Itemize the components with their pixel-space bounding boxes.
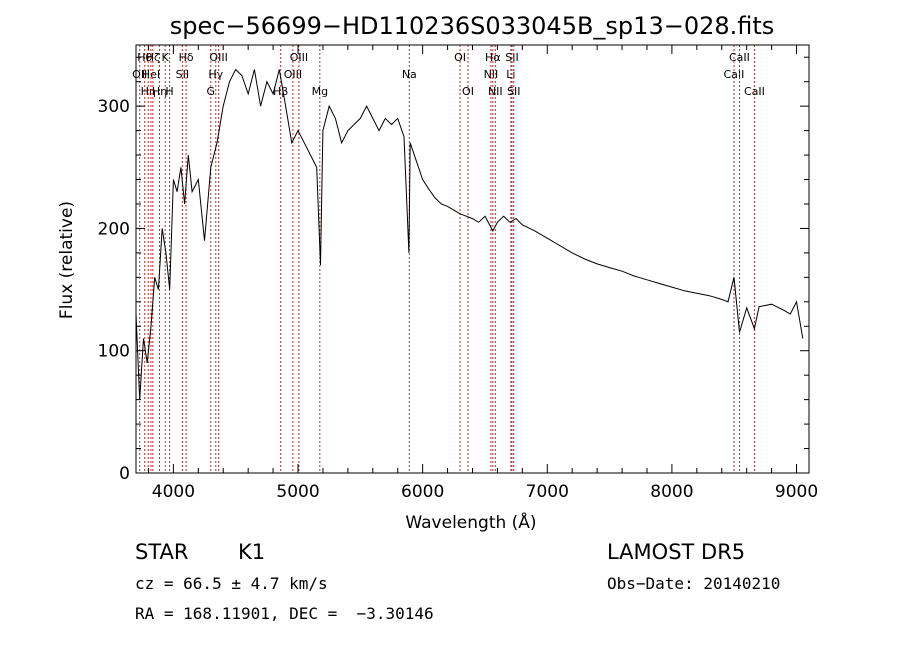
line-marker-label-17: Na xyxy=(402,68,417,81)
line-marker-label-11: Hγ xyxy=(208,68,223,81)
ra-dec: RA = 168.11901, DEC = −3.30146 xyxy=(135,604,434,623)
line-marker-label-15: OIII xyxy=(290,51,308,64)
line-marker-label-20: NII xyxy=(484,68,499,81)
y-axis-ticks: 0 100 200 300 xyxy=(98,56,809,484)
line-marker-label-14: OIII xyxy=(284,68,302,81)
line-marker-label-5: Hη xyxy=(152,85,167,98)
x-tick-label-2: 6000 xyxy=(401,482,444,502)
x-tick-label-3: 7000 xyxy=(526,482,569,502)
line-marker-label-2: Hη xyxy=(141,85,156,98)
redshift-cz: cz = 66.5 ± 4.7 km/s xyxy=(135,574,328,593)
line-marker-label-25: SII xyxy=(507,85,520,98)
line-marker-label-24: SII xyxy=(505,51,518,64)
line-marker-label-12: OIII xyxy=(209,51,227,64)
line-marker-label-21: Hα xyxy=(485,51,501,64)
line-marker-label-9: Hδ xyxy=(179,51,194,64)
line-marker-label-13: Hβ xyxy=(273,85,288,98)
line-marker-label-27: CaII xyxy=(729,51,750,64)
line-marker-label-6: K xyxy=(162,51,170,64)
y-tick-label-1: 100 xyxy=(98,342,130,362)
line-marker-label-18: OI xyxy=(454,51,466,64)
x-tick-label-4: 8000 xyxy=(650,482,693,502)
line-marker-label-23: Li xyxy=(506,68,515,81)
object-subclass: K1 xyxy=(238,540,266,564)
line-markers: OIIHθHηHeIHζHηKHSIIHδGHγOIIIHβOIIIOIIIMg… xyxy=(132,45,765,473)
line-marker-label-28: CaII xyxy=(744,85,765,98)
x-tick-label-0: 4000 xyxy=(152,482,195,502)
spectrum-chart: spec−56699−HD110236S033045B_sp13−028.fit… xyxy=(57,12,818,533)
line-marker-label-7: H xyxy=(165,85,173,98)
observation-date: Obs−Date: 20140210 xyxy=(607,574,781,593)
plot-frame xyxy=(135,44,810,474)
survey-name: LAMOST DR5 xyxy=(607,540,746,564)
y-axis-label: Flux (relative) xyxy=(57,201,77,319)
x-axis-ticks: 4000 5000 6000 7000 8000 9000 xyxy=(147,45,818,502)
chart-title: spec−56699−HD110236S033045B_sp13−028.fit… xyxy=(170,12,775,40)
line-marker-label-4: Hζ xyxy=(146,51,160,64)
object-class: STAR xyxy=(135,540,189,564)
x-axis-label: Wavelength (Å) xyxy=(405,511,536,533)
line-marker-label-22: NII xyxy=(488,85,503,98)
y-tick-label-0: 0 xyxy=(119,464,130,484)
x-tick-label-5: 9000 xyxy=(775,482,818,502)
line-marker-label-8: SII xyxy=(176,68,189,81)
line-marker-label-26: CaII xyxy=(724,68,745,81)
line-marker-label-3: HeI xyxy=(142,68,160,81)
line-marker-label-19: OI xyxy=(462,85,474,98)
y-tick-label-2: 200 xyxy=(98,219,130,239)
spectrum-line xyxy=(135,68,804,400)
x-tick-label-1: 5000 xyxy=(276,482,319,502)
line-marker-label-16: Mg xyxy=(312,85,328,98)
line-marker-label-10: G xyxy=(207,85,216,98)
y-tick-label-3: 300 xyxy=(98,97,130,117)
